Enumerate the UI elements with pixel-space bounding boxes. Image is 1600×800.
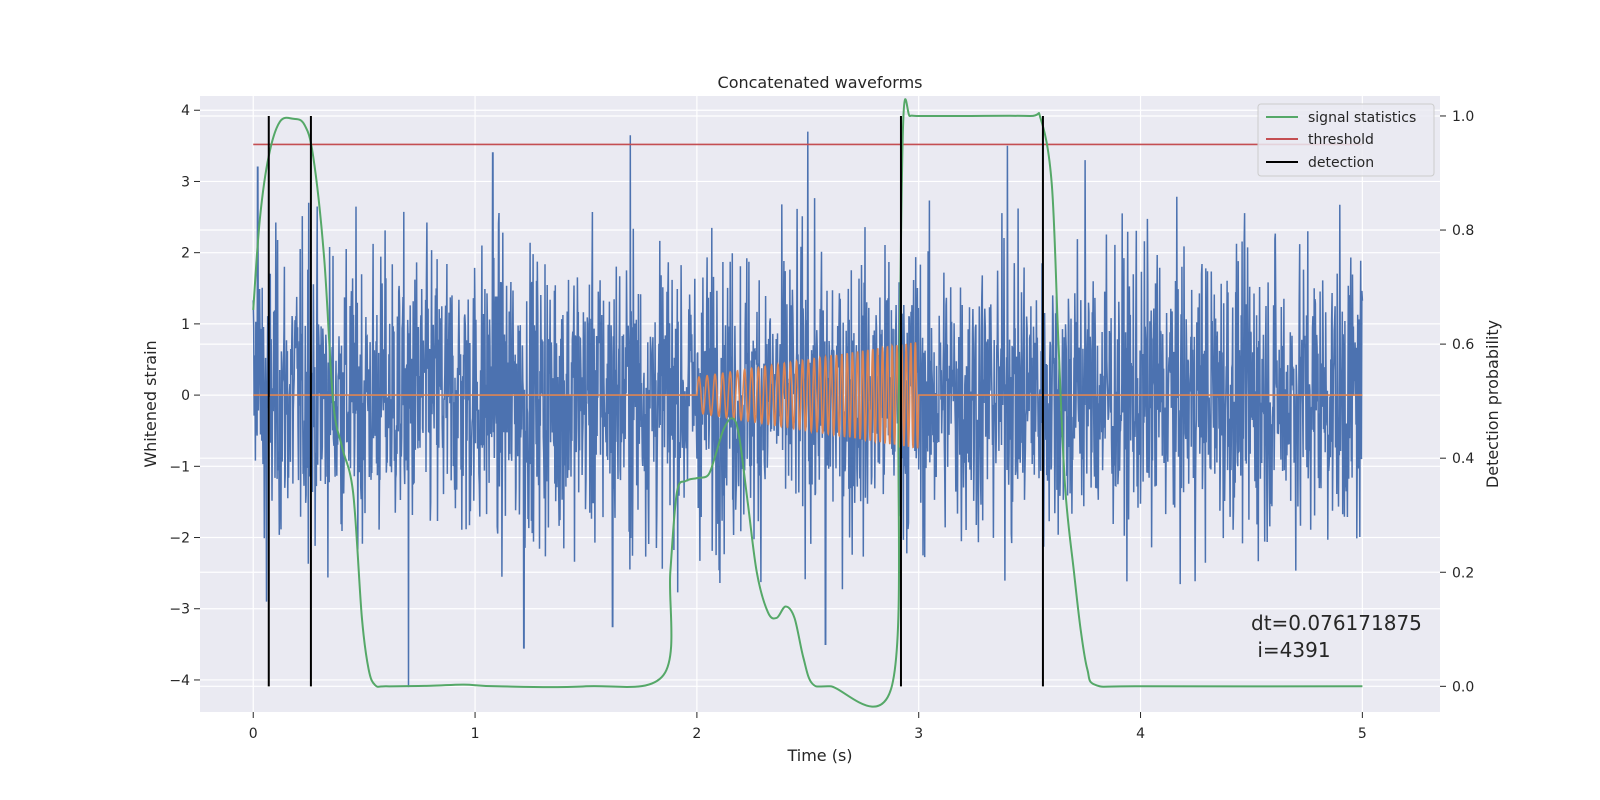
- y2-tick-label: 0.8: [1452, 223, 1474, 239]
- y2-tick-label: 1.0: [1452, 109, 1474, 125]
- x-ticks: 0 1 2 3 4 5: [249, 712, 1367, 742]
- y-tick-label: 1: [181, 317, 190, 333]
- x-tick-label: 2: [692, 726, 701, 742]
- y-tick-label: −2: [169, 531, 190, 547]
- chart-title: Concatenated waveforms: [718, 73, 923, 92]
- y-tick-label: −4: [169, 673, 190, 689]
- y-tick-label: 3: [181, 174, 190, 190]
- annotation-dt: dt=0.076171875: [1251, 611, 1422, 635]
- legend-label-signal-statistics: signal statistics: [1308, 110, 1416, 126]
- annotation-i: i=4391: [1251, 638, 1331, 662]
- detect-layer: [267, 115, 1044, 687]
- y2-tick-label: 0.0: [1452, 679, 1474, 695]
- x-tick-label: 4: [1136, 726, 1145, 742]
- y2-tick-label: 0.2: [1452, 565, 1474, 581]
- x-tick-label: 5: [1358, 726, 1367, 742]
- y-ticks: −4 −3 −2 −1 0 1 2 3 4: [169, 103, 200, 689]
- y-tick-label: −3: [169, 602, 190, 618]
- y-tick-label: 2: [181, 246, 190, 262]
- y2-tick-label: 0.6: [1452, 337, 1474, 353]
- y2-axis-label: Detection probability: [1483, 320, 1502, 488]
- stat-layer: [252, 98, 1363, 708]
- legend-box: [1257, 103, 1435, 177]
- strain-layer: [252, 131, 1364, 688]
- y2-ticks: 0.0 0.2 0.4 0.6 0.8 1.0: [1440, 109, 1474, 695]
- legend-label-detection: detection: [1308, 155, 1374, 171]
- y-tick-label: 0: [181, 388, 190, 404]
- x-tick-label: 0: [249, 726, 258, 742]
- y2-tick-label: 0.4: [1452, 451, 1474, 467]
- signal-statistics-line: [252, 98, 1363, 708]
- x-tick-label: 3: [914, 726, 923, 742]
- y-tick-label: 4: [181, 103, 190, 119]
- y-tick-label: −1: [169, 459, 190, 475]
- legend-label-threshold: threshold: [1308, 132, 1374, 148]
- strain-line: [252, 131, 1364, 688]
- y-axis-label: Whitened strain: [141, 340, 160, 467]
- x-tick-label: 1: [471, 726, 480, 742]
- x-axis-label: Time (s): [786, 746, 852, 765]
- legend: signal statistics threshold detection: [1257, 103, 1435, 177]
